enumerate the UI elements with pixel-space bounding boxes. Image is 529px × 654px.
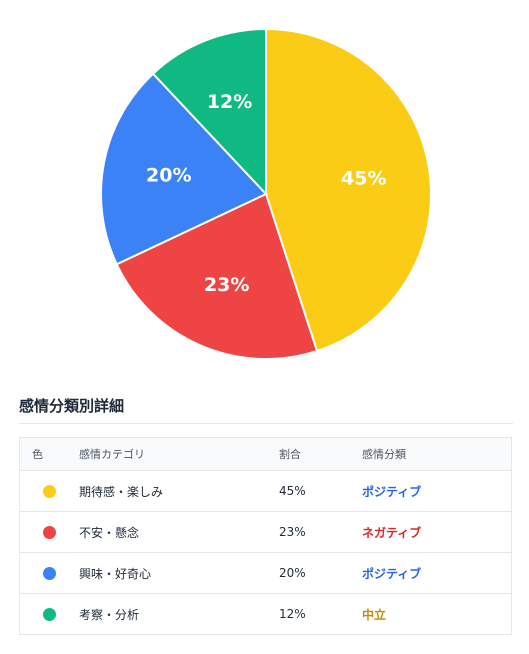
- section-title: 感情分類別詳細: [19, 397, 125, 415]
- slice-label: 12%: [207, 91, 252, 113]
- slice-label: 23%: [204, 274, 249, 296]
- color-cell: [20, 470, 79, 512]
- pie-slice: [100, 72, 268, 266]
- category-cell: 興味・好奇心: [79, 552, 279, 594]
- slice-label: 20%: [146, 164, 191, 186]
- table-row: 不安・懸念 23% ネガティブ: [20, 511, 511, 553]
- emotion-table: 色 感情カテゴリ 割合 感情分類 期待感・楽しみ 45% ポジティブ 不安・懸念…: [19, 437, 512, 635]
- ratio-cell: 23%: [279, 511, 362, 553]
- table-row: 期待感・楽しみ 45% ポジティブ: [20, 470, 511, 512]
- category-cell: 不安・懸念: [79, 511, 279, 553]
- table-row: 興味・好奇心 20% ポジティブ: [20, 552, 511, 594]
- color-dot: [43, 526, 56, 539]
- color-cell: [20, 552, 79, 594]
- category-cell: 期待感・楽しみ: [79, 470, 279, 512]
- classification-cell: 中立: [362, 607, 387, 622]
- color-dot: [43, 485, 56, 498]
- color-cell: [20, 511, 79, 553]
- pie-slice: [265, 27, 432, 353]
- color-dot: [43, 608, 56, 621]
- header-classification: 感情分類: [362, 438, 511, 471]
- pie-chart: 45% 23% 20% 12%: [100, 27, 432, 360]
- color-cell: [20, 594, 79, 635]
- table-row: 考察・分析 12% 中立: [20, 594, 511, 635]
- header-ratio: 割合: [279, 438, 362, 471]
- pie-slice: [115, 192, 319, 360]
- header-color: 色: [20, 438, 79, 471]
- header-category: 感情カテゴリ: [79, 438, 279, 471]
- table-header-row: 色 感情カテゴリ 割合 感情分類: [20, 438, 511, 471]
- classification-cell: ネガティブ: [362, 511, 511, 553]
- section-divider: [19, 423, 513, 424]
- ratio-cell: 45%: [279, 470, 362, 512]
- pie-slice: [151, 27, 267, 197]
- classification-cell: ポジティブ: [362, 552, 511, 594]
- slice-label: 45%: [341, 168, 386, 190]
- ratio-cell: 20%: [279, 552, 362, 594]
- category-cell: 考察・分析: [79, 607, 140, 622]
- color-dot: [43, 567, 56, 580]
- classification-cell: ポジティブ: [362, 470, 511, 512]
- ratio-cell: 12%: [279, 607, 306, 621]
